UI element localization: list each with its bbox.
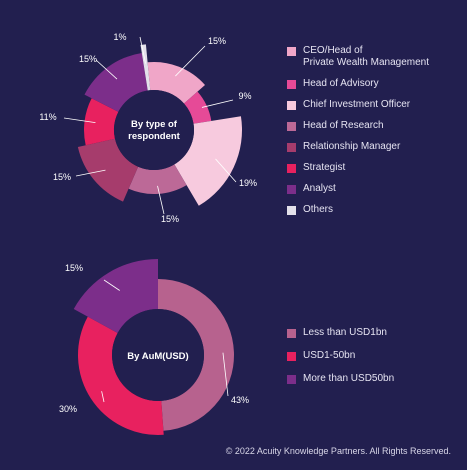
slice-label-chief-investment-officer: 19%	[239, 178, 257, 188]
leader-line-chief-investment-officer	[215, 158, 237, 183]
slice-label-head-of-research: 15%	[161, 214, 179, 224]
legend-label: Less than USD1bn	[303, 327, 387, 338]
slice-more-than-usd50bn	[73, 259, 158, 333]
respondent-legend: CEO/Head of Private Wealth Management Head…	[287, 45, 429, 225]
slice-label-others: 1%	[113, 32, 126, 42]
legend-label: Chief Investment Officer	[303, 99, 411, 110]
slice-label-head-of-advisory: 9%	[238, 91, 251, 101]
legend-item-relationship-manager: Relationship Manager	[287, 141, 429, 153]
legend-label: CEO/Head of	[303, 45, 363, 56]
leader-line-analyst	[95, 59, 118, 80]
legend-item-chief-investment-officer: Chief Investment Officer	[287, 99, 429, 111]
legend-item-ceo-head-of: CEO/Head of Private Wealth Management	[287, 45, 429, 69]
slice-others	[140, 44, 151, 91]
slice-label-ceo-head-of-private-wealth-management: 15%	[208, 36, 226, 46]
legend-item-less-than-usd1bn: Less than USD1bn	[287, 327, 394, 339]
legend-label: Relationship Manager	[303, 141, 401, 152]
donut-hole	[112, 309, 204, 401]
legend-item-others: Others	[287, 204, 429, 216]
leader-line-less-than-usd1bn	[222, 352, 229, 397]
slice-label-less-than-usd1bn: 43%	[231, 395, 249, 405]
legend-swatch	[287, 352, 296, 361]
leader-line-head-of-research	[157, 185, 165, 215]
slice-less-than-usd1bn	[158, 279, 234, 431]
legend-label-line2: Private Wealth Management	[303, 57, 429, 68]
leader-line-strategist	[63, 117, 96, 124]
legend-swatch	[287, 206, 296, 215]
legend-label: Head of Advisory	[303, 78, 379, 89]
leader-line-ceo-head-of-private-wealth-management	[175, 45, 206, 77]
legend-label: USD1-50bn	[303, 350, 356, 361]
leader-line-relationship-manager	[75, 169, 106, 177]
slice-label-more-than-usd50bn: 15%	[65, 263, 83, 273]
slice-label-analyst: 15%	[79, 54, 97, 64]
leader-line-more-than-usd50bn	[103, 279, 120, 291]
donut-center-label: respondent	[128, 131, 181, 142]
legend-item-analyst: Analyst	[287, 183, 429, 195]
legend-item-strategist: Strategist	[287, 162, 429, 174]
slice-ceo-head-of-private-wealth-management	[147, 62, 206, 104]
legend-swatch	[287, 122, 296, 131]
slice-head-of-research	[128, 164, 187, 194]
slice-label-strategist: 11%	[39, 112, 56, 122]
slice-chief-investment-officer	[174, 116, 243, 206]
legend-label: Head of Research	[303, 120, 384, 131]
legend-label: More than USD50bn	[303, 373, 395, 384]
legend-swatch	[287, 47, 296, 56]
leader-line-usd1-50bn	[101, 391, 105, 403]
legend-label: Strategist	[303, 162, 346, 173]
legend-swatch	[287, 329, 296, 338]
slice-label-usd1-50bn: 30%	[59, 404, 77, 414]
donut-hole	[114, 90, 194, 170]
legend-item-head-of-advisory: Head of Advisory	[287, 78, 429, 90]
leader-line-others	[139, 36, 146, 64]
respondent-type-donut: 15% 9% 19% 15% 15% 11% 15% 1% By type ofresponde…	[39, 32, 257, 224]
slice-analyst	[84, 52, 148, 112]
legend-swatch	[287, 143, 296, 152]
donut-center-label: By type of	[131, 119, 178, 130]
slice-usd1-50bn	[78, 316, 164, 435]
copyright-text: © 2022 Acuity Knowledge Partners. All Ri…	[225, 446, 451, 456]
aum-legend: Less than USD1bn USD1-50bn More than USD50…	[287, 327, 394, 396]
slice-strategist	[84, 98, 119, 146]
legend-item-more-than-usd50bn: More than USD50bn	[287, 373, 394, 385]
slice-label-relationship-manager: 15%	[53, 172, 71, 182]
legend-swatch	[287, 185, 296, 194]
legend-label: Others	[303, 204, 334, 215]
aum-donut: 43% 30% 15% By AuM(USD)	[59, 259, 249, 435]
legend-swatch	[287, 101, 296, 110]
slice-relationship-manager	[77, 138, 139, 202]
legend-swatch	[287, 375, 296, 384]
legend-label: Analyst	[303, 183, 336, 194]
legend-item-head-of-research: Head of Research	[287, 120, 429, 132]
donut-center-label: By AuM(USD)	[127, 351, 188, 362]
legend-item-usd1-50bn: USD1-50bn	[287, 350, 394, 362]
leader-line-head-of-advisory	[201, 99, 234, 108]
legend-swatch	[287, 80, 296, 89]
slice-head-of-advisory	[184, 91, 212, 124]
legend-swatch	[287, 164, 296, 173]
